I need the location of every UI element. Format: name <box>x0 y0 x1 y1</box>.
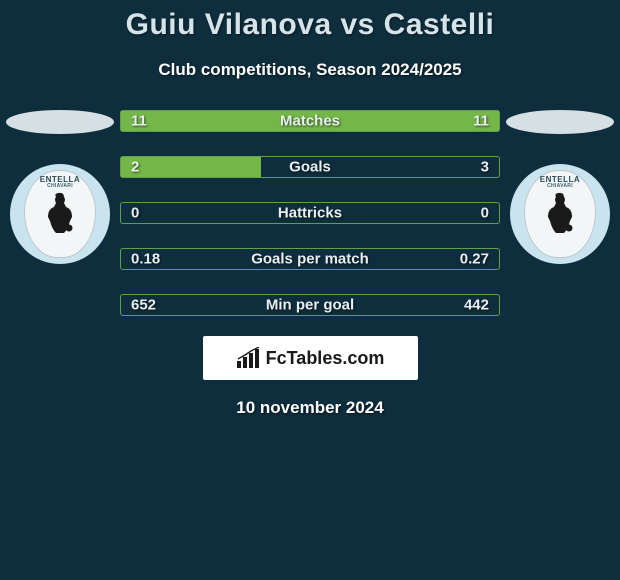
stat-label: Goals per match <box>121 251 499 268</box>
stat-value-right: 0 <box>481 205 489 222</box>
stat-label: Min per goal <box>121 297 499 314</box>
club-right-silhouette-icon <box>542 191 578 235</box>
stat-value-left: 652 <box>131 297 156 314</box>
stat-fill-right <box>310 111 499 131</box>
player-right-column: ENTELLA CHIAVARI <box>500 110 620 264</box>
stats-column: 11 Matches 11 2 Goals 3 0 Hattricks 0 <box>120 110 500 316</box>
brand-text: FcTables.com <box>266 348 385 369</box>
club-right-badge-inner: ENTELLA CHIAVARI <box>524 170 596 258</box>
player-right-ellipse <box>506 110 614 134</box>
stat-row-min-per-goal: 652 Min per goal 442 <box>120 294 500 316</box>
stat-value-right: 3 <box>481 159 489 176</box>
club-left-badge: ENTELLA CHIAVARI <box>10 164 110 264</box>
page-subtitle: Club competitions, Season 2024/2025 <box>0 60 620 80</box>
comparison-card: Guiu Vilanova vs Castelli Club competiti… <box>0 0 620 580</box>
stat-fill-left <box>121 111 310 131</box>
content-area: ENTELLA CHIAVARI ENTELLA CHIAVARI <box>0 110 620 316</box>
stat-row-hattricks: 0 Hattricks 0 <box>120 202 500 224</box>
stat-row-matches: 11 Matches 11 <box>120 110 500 132</box>
stat-value-right: 442 <box>464 297 489 314</box>
player-left-column: ENTELLA CHIAVARI <box>0 110 120 264</box>
date-text: 10 november 2024 <box>0 398 620 418</box>
player-left-ellipse <box>6 110 114 134</box>
page-title: Guiu Vilanova vs Castelli <box>0 0 620 42</box>
stat-row-goals: 2 Goals 3 <box>120 156 500 178</box>
club-right-badge: ENTELLA CHIAVARI <box>510 164 610 264</box>
brand-box: FcTables.com <box>203 336 418 380</box>
stat-fill-left <box>121 157 261 177</box>
club-left-silhouette-icon <box>42 191 78 235</box>
club-left-badge-inner: ENTELLA CHIAVARI <box>24 170 96 258</box>
stat-label: Hattricks <box>121 205 499 222</box>
stat-row-goals-per-match: 0.18 Goals per match 0.27 <box>120 248 500 270</box>
club-right-subname: CHIAVARI <box>547 183 573 189</box>
club-left-subname: CHIAVARI <box>47 183 73 189</box>
stat-value-left: 0 <box>131 205 139 222</box>
stat-value-right: 0.27 <box>460 251 489 268</box>
stat-value-left: 0.18 <box>131 251 160 268</box>
bar-chart-icon <box>236 347 262 369</box>
